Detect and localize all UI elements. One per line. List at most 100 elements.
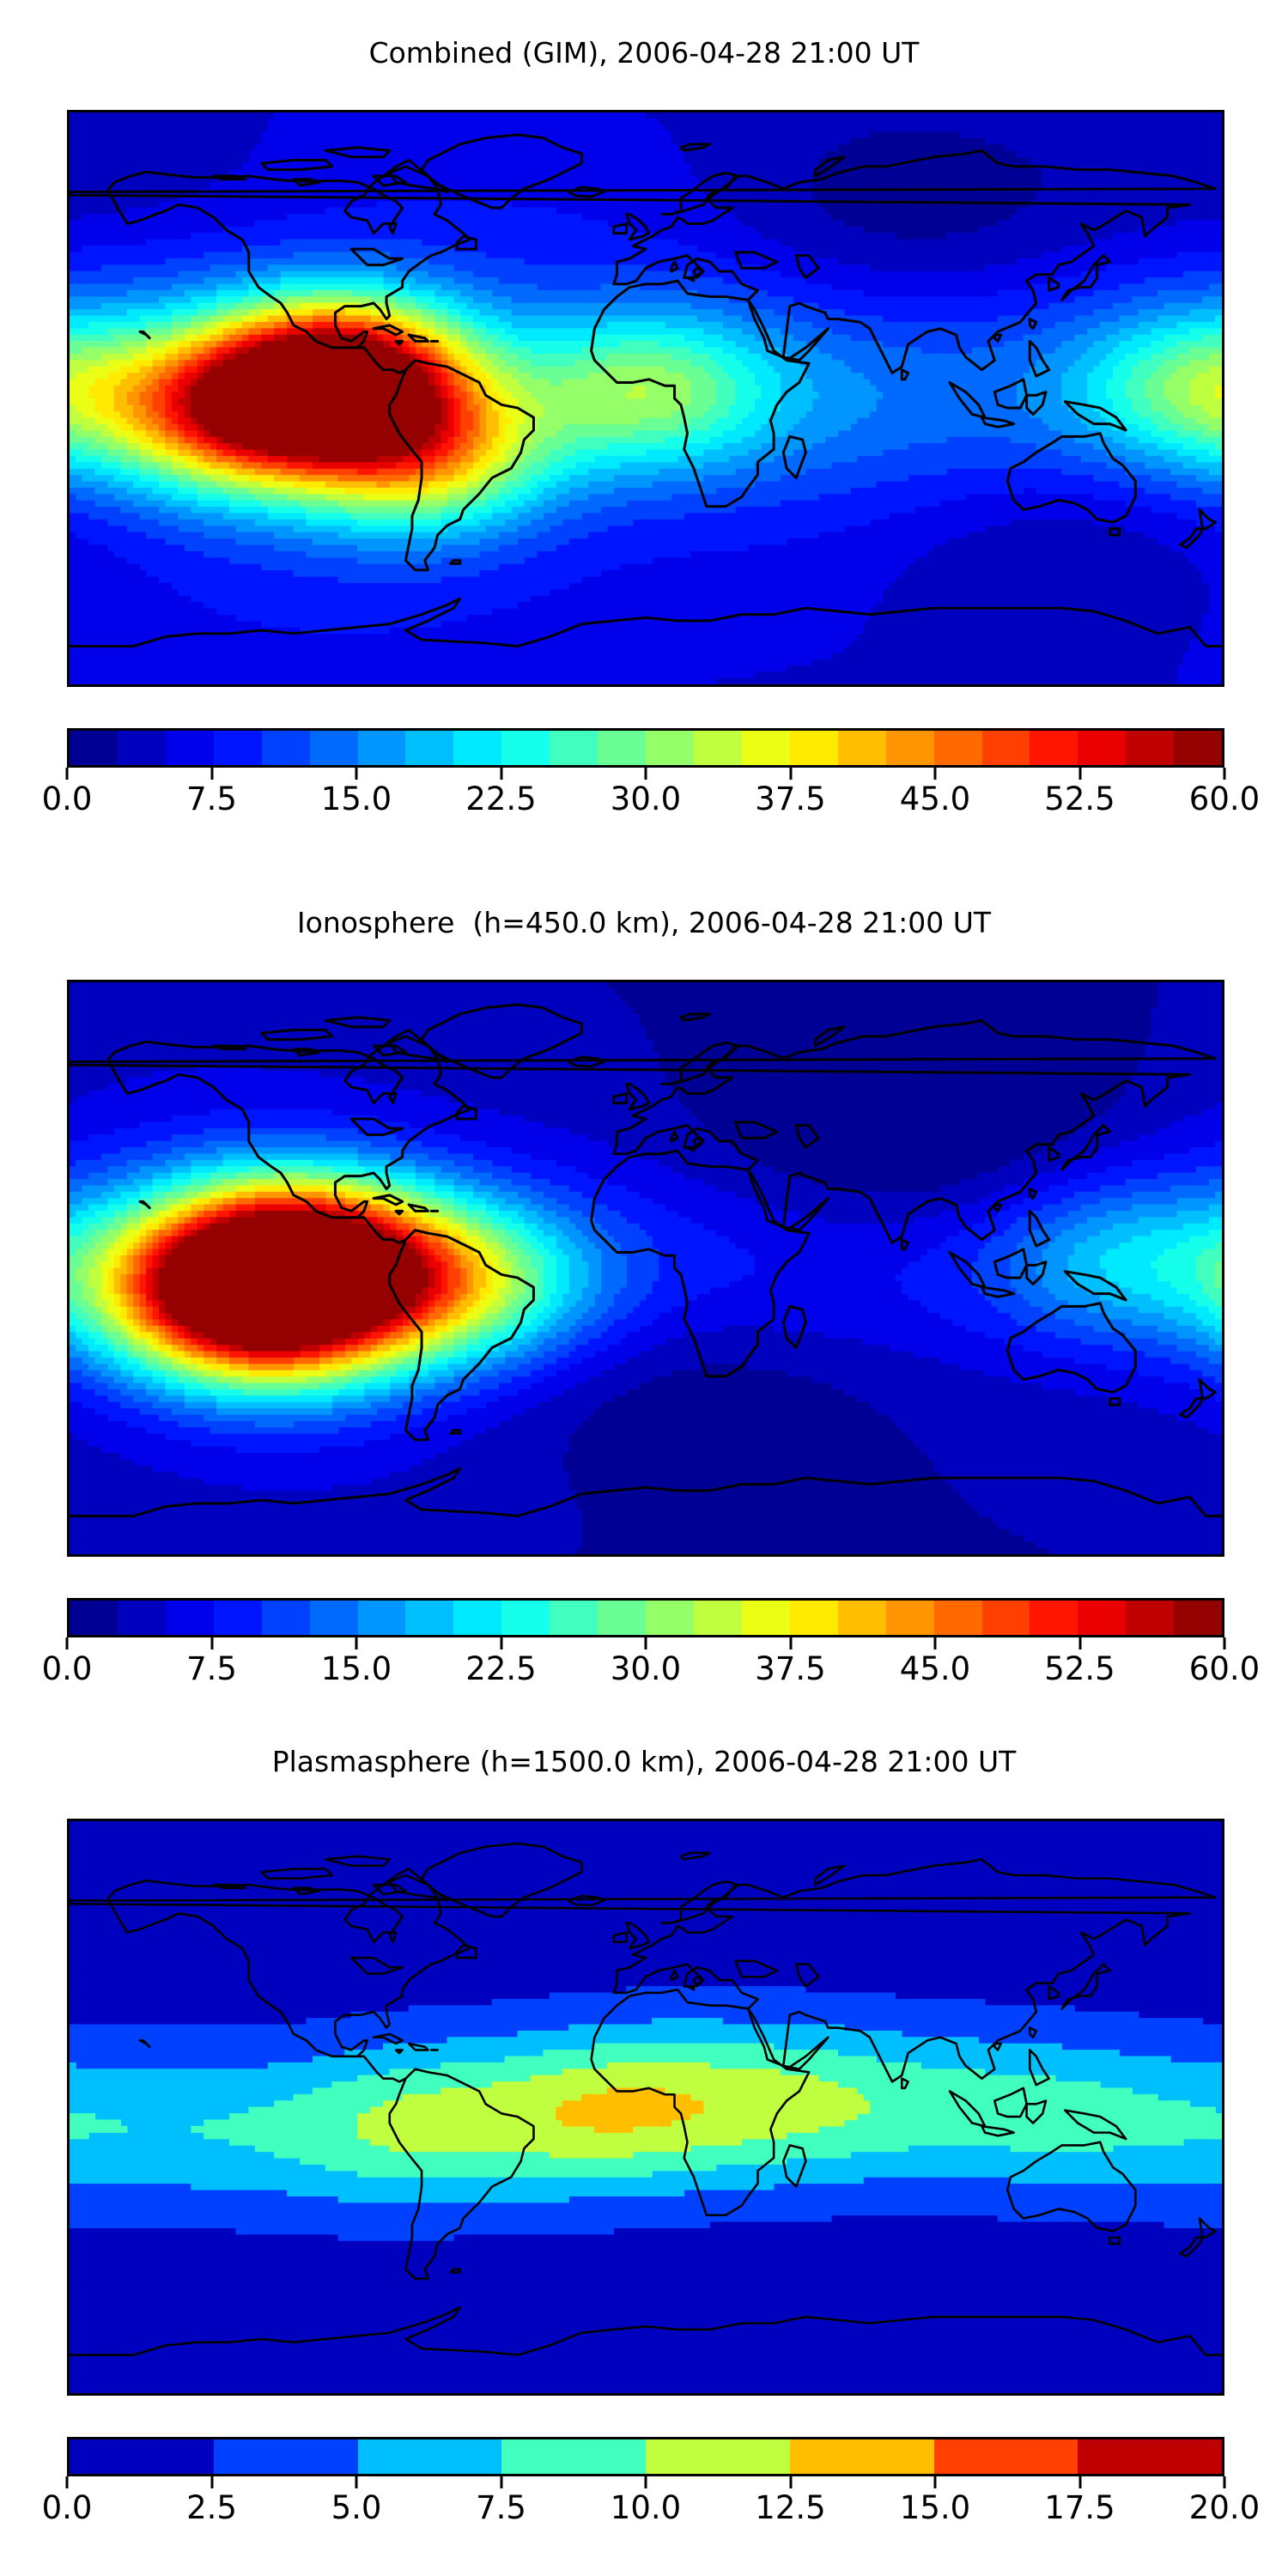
colorbar-segment bbox=[981, 1601, 1030, 1635]
coastline-path bbox=[900, 2077, 909, 2090]
coastline-path bbox=[733, 251, 779, 270]
coastline-path bbox=[1179, 2217, 1217, 2258]
coastline-path bbox=[1179, 508, 1218, 550]
colorbar-segment bbox=[789, 731, 838, 765]
colorbar-tick bbox=[65, 2476, 69, 2488]
contour-band bbox=[70, 252, 1222, 564]
coastline-path bbox=[692, 266, 705, 279]
coastline-path bbox=[590, 1149, 811, 1378]
colorbar-segment bbox=[550, 731, 598, 765]
coastline-path bbox=[138, 1200, 151, 1210]
colorbar-segment bbox=[693, 1601, 742, 1635]
coastline-path bbox=[1028, 1188, 1038, 1200]
contour-band bbox=[70, 1134, 1222, 1428]
coastline-path bbox=[993, 1203, 1003, 1212]
coastline-path bbox=[660, 1880, 740, 1924]
contour-map-plasmasphere bbox=[70, 1821, 1222, 2393]
coastline-path bbox=[981, 2124, 1015, 2137]
coastline-path bbox=[260, 159, 334, 172]
colorbar-segment bbox=[213, 1601, 262, 1635]
colorbar-tick-label: 30.0 bbox=[610, 1650, 682, 1687]
coastline-path bbox=[324, 1855, 392, 1868]
colorbar-tick bbox=[355, 1637, 358, 1649]
colorbar-tick bbox=[65, 768, 69, 780]
coastlines bbox=[70, 1842, 1222, 2356]
coastline-path bbox=[260, 1868, 333, 1880]
colorbar-gradient-combined-gim bbox=[67, 728, 1224, 768]
colorbar-ticks-plasmasphere bbox=[65, 2476, 1226, 2488]
colorbar-tick-label: 0.0 bbox=[41, 781, 93, 817]
coastline-path bbox=[455, 234, 477, 251]
coastline-path bbox=[1109, 2236, 1121, 2245]
colorbar-segment bbox=[309, 731, 358, 765]
colorbar-tick-label: 37.5 bbox=[755, 781, 826, 817]
coastline-path bbox=[1064, 2109, 1127, 2141]
coastline-path bbox=[612, 1931, 628, 1943]
coastline-path bbox=[372, 2032, 404, 2045]
colorbar-tick-label: 15.0 bbox=[320, 781, 392, 817]
colorbar-gradient-plasmasphere bbox=[67, 2437, 1224, 2476]
coastline-path bbox=[1005, 1302, 1137, 1394]
colorbar-segment bbox=[1174, 731, 1222, 765]
colorbar-segment bbox=[1078, 731, 1127, 765]
coastline-path bbox=[106, 1868, 471, 2058]
colorbar-segment bbox=[213, 2439, 358, 2474]
contour-band bbox=[70, 1159, 1222, 1396]
colorbar-ticks-ionosphere bbox=[65, 1637, 1226, 1649]
contour-band bbox=[146, 1204, 441, 1358]
map-ionosphere bbox=[67, 980, 1224, 1557]
colorbar-tick bbox=[1223, 768, 1226, 780]
contour-band bbox=[113, 1191, 486, 1370]
colorbar-tick-label: 7.5 bbox=[476, 2489, 526, 2526]
coastline-path bbox=[292, 1048, 321, 1057]
coastline-path bbox=[1025, 1261, 1048, 1286]
contour-band bbox=[70, 112, 1222, 684]
colorbar-segment bbox=[933, 731, 982, 765]
contour-band bbox=[70, 2018, 1222, 2203]
coastline-path bbox=[349, 247, 404, 267]
colorbar-tick-label: 0.0 bbox=[41, 1650, 93, 1687]
colorbar-segment bbox=[453, 1601, 502, 1635]
contour-band bbox=[100, 1185, 506, 1377]
contour-band bbox=[120, 1191, 474, 1370]
colorbar-segment bbox=[405, 731, 454, 765]
coastline-path bbox=[1060, 1124, 1111, 1171]
colorbar-segment bbox=[933, 1601, 982, 1635]
coastline-path bbox=[612, 222, 629, 235]
colorbar-segment bbox=[165, 731, 214, 765]
colorbar-tick bbox=[65, 1637, 69, 1649]
contour-band bbox=[165, 321, 461, 476]
colorbar-segment bbox=[501, 2439, 646, 2474]
coastline-path bbox=[670, 1969, 679, 1982]
colorbar-segment bbox=[309, 1601, 358, 1635]
coastline-path bbox=[993, 2087, 1028, 2118]
coastline-path bbox=[372, 174, 407, 187]
contour-band bbox=[139, 315, 480, 482]
colorbar-tick-label: 30.0 bbox=[610, 781, 682, 817]
colorbar-segment bbox=[789, 2439, 934, 2474]
colorbar-segment bbox=[1078, 2439, 1222, 2474]
map-plasmasphere bbox=[67, 1819, 1224, 2396]
colorbar-segment bbox=[741, 731, 790, 765]
coastline-path bbox=[449, 559, 462, 565]
colorbar-segment bbox=[1078, 1601, 1127, 1635]
colorbar-tick bbox=[644, 1637, 647, 1649]
coastline-path bbox=[590, 279, 811, 508]
colorbar-tick bbox=[500, 768, 502, 780]
coastline-path bbox=[70, 149, 1218, 374]
coastline-path bbox=[1029, 2026, 1038, 2038]
contour-band bbox=[70, 239, 1222, 583]
coastline-path bbox=[781, 1304, 807, 1349]
colorbar-tick-label: 0.0 bbox=[41, 2489, 93, 2526]
colorbar-segment bbox=[357, 1601, 406, 1635]
coastline-path bbox=[212, 1044, 247, 1051]
coastline-path bbox=[449, 1429, 462, 1435]
colorbar-segment bbox=[453, 731, 502, 765]
coastlines bbox=[70, 1003, 1222, 1518]
coastline-path bbox=[685, 1145, 696, 1152]
colorbar-tick bbox=[210, 1637, 213, 1649]
colorbar-segment bbox=[501, 1601, 550, 1635]
panel-ionosphere: Ionosphere (h=450.0 km), 2006-04-28 21:0… bbox=[0, 870, 1288, 1694]
coastline-path bbox=[625, 1082, 651, 1111]
